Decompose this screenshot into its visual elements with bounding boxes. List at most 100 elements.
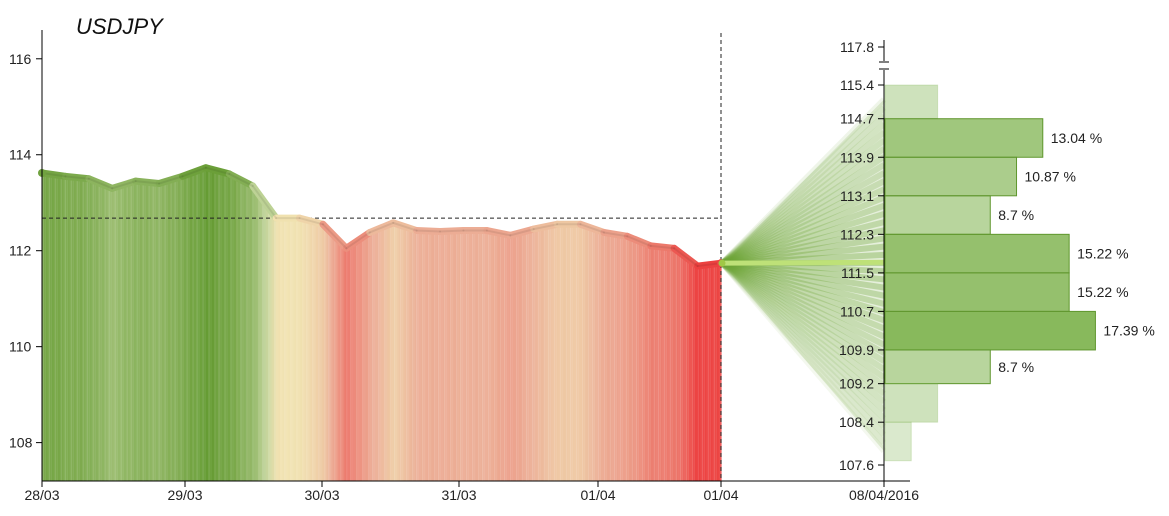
price-line-core bbox=[158, 175, 184, 185]
price-line-segment bbox=[366, 219, 397, 236]
area-strip bbox=[717, 263, 720, 481]
area-strip bbox=[547, 226, 550, 481]
area-strip bbox=[91, 180, 95, 481]
dist-tick-label: 113.1 bbox=[840, 188, 874, 204]
area-strip bbox=[425, 230, 429, 481]
area-strip bbox=[713, 264, 716, 481]
area-strip bbox=[231, 175, 235, 482]
area-strip bbox=[45, 173, 49, 482]
area-strip bbox=[73, 177, 77, 481]
area-strip bbox=[189, 173, 193, 481]
fan-ray bbox=[721, 235, 885, 267]
area-strip bbox=[77, 177, 81, 481]
area-strip bbox=[297, 218, 301, 481]
area-strip bbox=[411, 228, 415, 481]
histogram-bar bbox=[884, 233, 1070, 274]
area-strip bbox=[477, 230, 480, 481]
x-tick-label: 30/03 bbox=[304, 487, 339, 503]
area-strip bbox=[683, 255, 686, 481]
area-strip bbox=[185, 175, 189, 481]
fan-ray bbox=[721, 219, 885, 267]
price-line-core bbox=[345, 231, 371, 250]
area-strip bbox=[311, 221, 315, 482]
histogram-bar-label: 15.22 % bbox=[1077, 246, 1128, 262]
area-strip bbox=[123, 184, 127, 481]
area-strip bbox=[471, 230, 474, 481]
area-strip bbox=[659, 246, 662, 481]
area-strip bbox=[435, 231, 439, 481]
fan-ray bbox=[720, 178, 886, 266]
price-line-core bbox=[111, 180, 137, 190]
fan-ray bbox=[719, 261, 887, 429]
reference-line bbox=[42, 33, 722, 481]
area-strip bbox=[107, 186, 111, 482]
area-strip bbox=[701, 265, 704, 481]
fan-ray bbox=[720, 260, 886, 372]
area-strip bbox=[293, 218, 297, 481]
price-line-segment bbox=[342, 228, 374, 252]
price-line-segment bbox=[225, 170, 257, 190]
area-strip bbox=[57, 175, 61, 481]
fan-ray bbox=[721, 260, 885, 291]
fan-ray bbox=[720, 129, 886, 266]
area-strip bbox=[201, 169, 205, 481]
price-line-segment bbox=[623, 232, 655, 250]
price-line-core bbox=[204, 166, 231, 175]
area-strip bbox=[337, 239, 341, 481]
y-tick-label: 110 bbox=[9, 339, 32, 355]
area-strip bbox=[449, 231, 452, 481]
area-strip bbox=[385, 226, 389, 481]
area-strip bbox=[111, 188, 115, 481]
histogram-bar-label: 8.7 % bbox=[998, 207, 1034, 223]
area-strip bbox=[165, 181, 169, 481]
area-strip bbox=[195, 171, 199, 481]
area-strip bbox=[443, 231, 447, 481]
fan-ray bbox=[721, 260, 885, 307]
area-strip bbox=[133, 181, 137, 481]
area-strip bbox=[359, 239, 363, 481]
fan-ray bbox=[719, 261, 887, 445]
area-strip bbox=[229, 174, 233, 481]
area-strip bbox=[235, 177, 239, 481]
area-strip bbox=[651, 245, 654, 481]
forecast-fan bbox=[718, 97, 887, 454]
area-strip bbox=[457, 230, 460, 481]
area-strip bbox=[42, 172, 45, 482]
price-line-core bbox=[321, 223, 348, 250]
area-strip bbox=[177, 177, 181, 481]
area-strip bbox=[459, 230, 462, 481]
price-line-core bbox=[602, 231, 629, 238]
price-line-segment bbox=[530, 220, 561, 233]
area-strip bbox=[171, 179, 175, 481]
area-strip bbox=[187, 174, 191, 481]
histogram-bar bbox=[884, 156, 1018, 197]
area-strip bbox=[271, 211, 275, 481]
area-strip bbox=[291, 218, 295, 481]
area-strip bbox=[685, 256, 688, 481]
area-strip bbox=[249, 184, 253, 481]
price-line-core bbox=[181, 166, 207, 178]
fan-ray bbox=[720, 137, 886, 266]
fan-ray bbox=[720, 260, 886, 340]
area-strip bbox=[677, 250, 680, 481]
area-strip bbox=[157, 183, 161, 481]
area-strip bbox=[289, 218, 293, 481]
fan-ray bbox=[719, 113, 887, 266]
area-strip bbox=[641, 241, 644, 481]
fan-ray bbox=[720, 170, 886, 266]
area-strip bbox=[325, 226, 329, 481]
price-line-segment bbox=[319, 220, 350, 252]
area-strip bbox=[523, 231, 526, 481]
area-strip bbox=[569, 224, 572, 481]
area-strip bbox=[395, 223, 399, 481]
area-strip bbox=[667, 247, 670, 481]
histogram-bar bbox=[884, 118, 1044, 158]
area-strip bbox=[695, 264, 698, 481]
area-strip bbox=[697, 265, 700, 481]
area-strip bbox=[493, 231, 496, 481]
area-strip bbox=[285, 218, 289, 481]
area-strip bbox=[151, 182, 155, 482]
price-line-segment bbox=[61, 172, 93, 183]
area-strip bbox=[565, 224, 568, 481]
area-strip bbox=[233, 176, 237, 481]
